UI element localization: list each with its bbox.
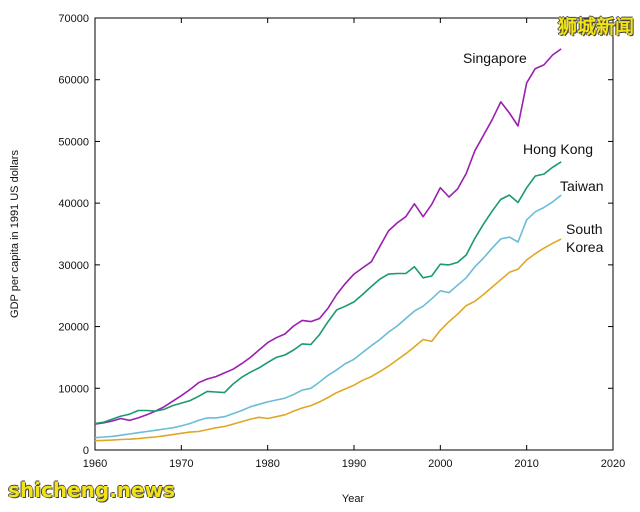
x-tick-label: 1970 (169, 458, 193, 470)
series-labels: Singapore Hong Kong Taiwan South Korea (463, 50, 604, 255)
watermark-bottom-left: shicheng.news (8, 478, 175, 502)
x-tick-label: 2000 (428, 458, 452, 470)
series-label: Singapore (463, 50, 527, 66)
x-tick-label: 1980 (255, 458, 279, 470)
series-line-singapore (94, 48, 562, 425)
x-tick-label: 1990 (342, 458, 366, 470)
x-tick-label: 2020 (601, 458, 625, 470)
series-line-taiwan (94, 194, 562, 439)
series-label: Taiwan (560, 178, 604, 194)
watermark-top-right: 狮城新闻 (557, 16, 634, 38)
y-axis-title: GDP per capita in 1991 US dollars (9, 150, 21, 318)
y-tick-label: 40000 (58, 198, 89, 210)
series-lines (94, 48, 562, 442)
x-axis-title: Year (342, 493, 365, 505)
y-tick-label: 0 (83, 445, 89, 457)
y-tick-label: 70000 (58, 13, 89, 25)
axes: 0 10000 20000 30000 40000 50000 60000 70000 1960… (58, 13, 625, 470)
y-tick-label: 30000 (58, 260, 89, 272)
series-line-south-korea (94, 238, 562, 442)
series-label: Korea (566, 239, 604, 255)
x-tick-label: 1960 (83, 458, 107, 470)
series-label: Hong Kong (523, 141, 593, 157)
x-tick-label: 2010 (514, 458, 538, 470)
series-label: South (566, 221, 603, 237)
series-line-hong-kong (94, 161, 562, 425)
y-tick-label: 50000 (58, 136, 89, 148)
y-tick-label: 60000 (58, 75, 89, 87)
y-tick-label: 10000 (58, 383, 89, 395)
y-tick-label: 20000 (58, 322, 89, 334)
